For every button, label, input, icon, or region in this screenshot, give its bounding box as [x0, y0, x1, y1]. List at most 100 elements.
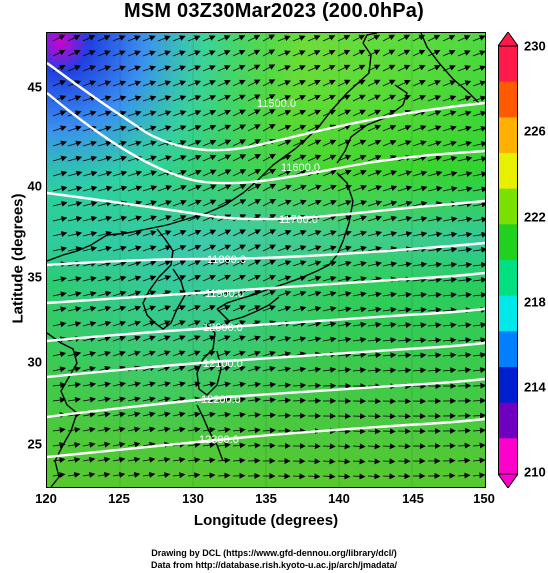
wind-arrow [442, 50, 456, 57]
wind-arrow [247, 94, 261, 102]
wind-arrow [217, 335, 231, 342]
wind-arrow [397, 200, 413, 207]
wind-arrow [97, 200, 113, 207]
wind-arrow [457, 261, 473, 268]
wind-arrow [52, 125, 67, 132]
wind-arrow [307, 275, 322, 282]
wind-arrow [172, 199, 187, 207]
wind-arrow [262, 412, 276, 419]
wind-arrow [52, 185, 68, 192]
wind-arrow [397, 64, 411, 72]
wind-arrow [97, 365, 111, 372]
wind-arrow [112, 50, 126, 57]
wind-arrow [307, 290, 322, 297]
wind-arrow [247, 64, 261, 72]
wind-arrow [367, 291, 382, 298]
wind-arrow [277, 139, 292, 147]
wind-arrow [307, 473, 321, 480]
wind-arrow [472, 472, 485, 479]
wind-arrow [127, 305, 142, 312]
wind-arrow [307, 94, 321, 102]
wind-arrow [472, 125, 485, 132]
wind-arrow [202, 199, 217, 207]
wind-arrow [217, 274, 231, 282]
wind-arrow [382, 109, 397, 117]
wind-arrow [67, 200, 83, 207]
wind-arrow [412, 185, 428, 192]
wind-arrow [262, 229, 277, 237]
wind-arrow [352, 124, 367, 132]
wind-arrow [232, 64, 246, 72]
wind-arrow [472, 110, 485, 117]
wind-arrow [247, 154, 262, 162]
wind-arrow [262, 64, 276, 72]
wind-arrow [142, 95, 157, 102]
wind-arrow [382, 79, 396, 87]
wind-arrow [142, 381, 156, 388]
wind-arrow [292, 290, 307, 297]
wind-arrow [382, 215, 398, 222]
wind-arrow [187, 381, 201, 388]
wind-arrow [292, 397, 307, 404]
wind-arrow [142, 170, 158, 177]
wind-arrow [127, 275, 142, 282]
wind-arrow [52, 155, 68, 162]
wind-arrow [187, 259, 202, 267]
wind-arrow [367, 443, 381, 450]
wind-arrow [232, 184, 247, 192]
colorbar-tick-222: 222 [524, 209, 546, 225]
wind-arrow [472, 427, 485, 434]
wind-arrow [82, 321, 97, 327]
wind-arrow [232, 442, 246, 449]
wind-arrow [202, 320, 216, 327]
wind-arrow [292, 245, 307, 252]
wind-arrow [82, 140, 97, 147]
wind-arrow [277, 95, 292, 102]
wind-arrow [202, 50, 216, 57]
wind-arrow [457, 457, 471, 464]
wind-arrow [352, 49, 366, 57]
wind-arrow [427, 140, 442, 147]
wind-arrow [277, 124, 292, 132]
wind-arrow [82, 215, 98, 222]
wind-arrow [142, 215, 157, 222]
wind-arrow [127, 110, 142, 117]
wind-arrow [217, 457, 231, 464]
credit-drawing: Drawing by DCL (https://www.gfd-dennou.o… [151, 548, 397, 558]
wind-arrow [82, 441, 96, 448]
wind-arrow [232, 320, 246, 327]
wind-arrow [142, 35, 156, 42]
map-plot-area[interactable]: 11500.0 11600.0 11700.0 11800.0 11900.0 … [46, 32, 486, 488]
wind-arrow [217, 229, 232, 237]
wind-arrow [472, 65, 485, 72]
wind-arrow [217, 124, 232, 132]
wind-arrow [427, 322, 442, 329]
wind-arrow [157, 260, 172, 267]
wind-arrow [322, 79, 336, 87]
wind-arrow [187, 125, 202, 132]
wind-arrow [472, 80, 485, 87]
wind-arrow [472, 337, 485, 344]
wind-arrow [52, 246, 68, 253]
map-title: MSM 03Z30Mar2023 (200.0hPa) [124, 0, 424, 22]
wind-arrow [172, 95, 187, 102]
wind-arrow [67, 34, 81, 42]
wind-arrow [172, 275, 187, 282]
wind-arrow [202, 65, 216, 72]
wind-arrow [202, 426, 216, 433]
wind-arrow [172, 396, 186, 403]
wind-arrow [307, 260, 322, 267]
wind-arrow [457, 171, 473, 177]
wind-arrow [202, 109, 217, 117]
wind-arrow [172, 184, 187, 192]
wind-arrow [352, 94, 366, 102]
wind-arrow [307, 35, 321, 42]
wind-arrow [322, 458, 336, 465]
wind-arrow [367, 154, 382, 162]
wind-arrow [217, 259, 232, 267]
wind-arrow [457, 80, 472, 87]
wind-arrow [382, 261, 398, 268]
wind-arrow [127, 170, 143, 177]
wind-arrow [157, 125, 172, 132]
wind-arrow [157, 35, 171, 42]
